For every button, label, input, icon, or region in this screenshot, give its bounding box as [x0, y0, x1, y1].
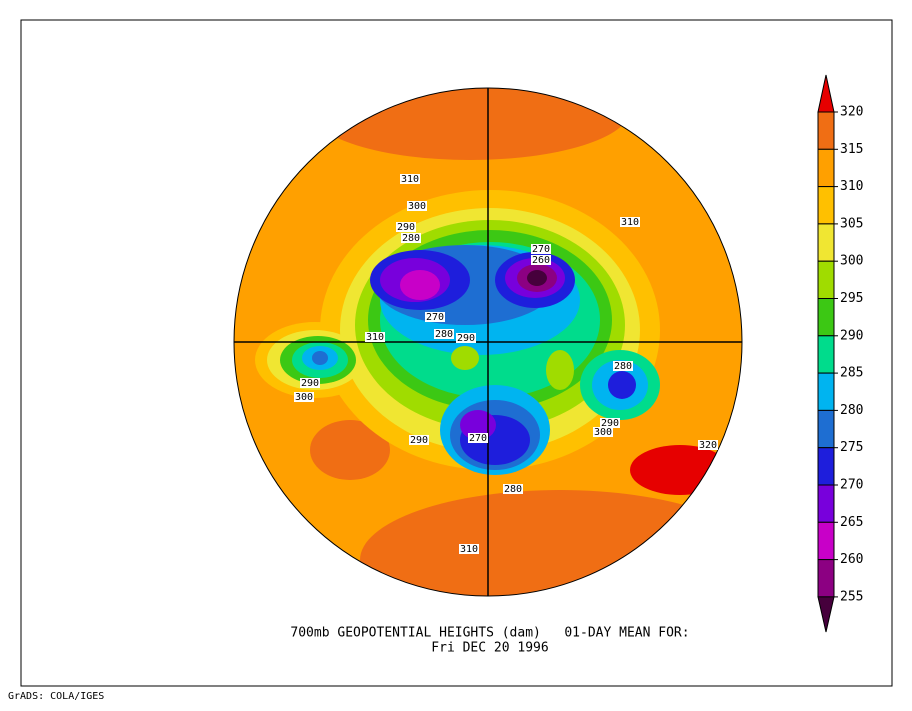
colorbar-label: 305: [840, 216, 863, 231]
contour-label-box: [407, 201, 427, 211]
contour-label-box: [593, 427, 613, 437]
colorbar-label: 260: [840, 552, 863, 567]
colorbar-label: 255: [840, 589, 863, 604]
contour-label-box: [294, 392, 314, 402]
colorbar-label: 265: [840, 515, 863, 530]
contour-label: 290: [457, 333, 475, 344]
contour-label: 260: [532, 255, 550, 266]
contour-label: 310: [621, 217, 639, 228]
colorbar-label: 285: [840, 366, 863, 381]
contour-label: 290: [301, 378, 319, 389]
contour-label-box: [468, 433, 488, 443]
contour-label-box: [698, 440, 718, 450]
contour-label-box: [600, 418, 620, 428]
contour-label-box: [425, 312, 445, 322]
contour-label: 270: [532, 244, 550, 255]
colorbar-box: [817, 372, 835, 411]
contour-label-box: [400, 174, 420, 184]
contour-label: 300: [594, 427, 612, 438]
frame: [20, 19, 893, 687]
contour-label-box: [401, 233, 421, 243]
height-field: [234, 88, 742, 596]
contour-label-box: [456, 333, 476, 343]
contour-label-box: [459, 544, 479, 554]
contour-label: 290: [410, 435, 428, 446]
colorbar-box: [817, 111, 835, 150]
contour-label-box: [365, 332, 385, 342]
contour-label-box: [613, 361, 633, 371]
contour-label: 290: [601, 418, 619, 429]
contour-label-box: [409, 435, 429, 445]
subtitle: Fri DEC 20 1996: [431, 641, 548, 656]
contour-label: 270: [426, 312, 444, 323]
contour-label: 310: [460, 544, 478, 555]
colorbar-label: 270: [840, 478, 863, 493]
contour-label: 280: [435, 329, 453, 340]
contour-label: 280: [614, 361, 632, 372]
contour-label: 310: [366, 332, 384, 343]
colorbar-label: 280: [840, 403, 863, 418]
colorbar-label: 315: [840, 142, 863, 157]
colorbar-label: 310: [840, 179, 863, 194]
colorbar-box: [817, 335, 835, 374]
title: 700mb GEOPOTENTIAL HEIGHTS (dam) 01-DAY …: [290, 626, 689, 641]
colorbar-box: [817, 559, 835, 598]
contour-label: 270: [469, 433, 487, 444]
colorbar-box: [817, 409, 835, 449]
colorbar-box: [817, 223, 835, 262]
contour-label: 320: [699, 440, 717, 451]
colorbar-cap: [817, 596, 835, 633]
colorbar-box: [817, 298, 835, 337]
footer: GrADS: COLA/IGES: [8, 691, 104, 702]
contour-label-box: [300, 378, 320, 388]
colorbar-box: [817, 260, 835, 300]
contour-label-box: [503, 484, 523, 494]
contour-label: 280: [504, 484, 522, 495]
colorbar-box: [817, 148, 835, 188]
contour-label-box: [531, 255, 551, 265]
colorbar-cap: [817, 74, 835, 113]
colorbar-box: [817, 521, 835, 561]
contour-label-box: [531, 244, 551, 254]
contour-label: 290: [397, 222, 415, 233]
colorbar-label: 320: [840, 105, 863, 120]
contour-label: 300: [295, 392, 313, 403]
colorbar-box: [817, 447, 835, 486]
contour-label: 300: [408, 201, 426, 212]
contour-label-box: [396, 222, 416, 232]
contour-label-box: [620, 217, 640, 227]
colorbar-label: 300: [840, 254, 863, 269]
contour-label: 310: [401, 174, 419, 185]
contour-label: 280: [402, 233, 420, 244]
colorbar-label: 295: [840, 291, 863, 306]
colorbar-box: [817, 484, 835, 523]
colorbar-box: [817, 186, 835, 225]
colorbar-label: 290: [840, 328, 863, 343]
colorbar-label: 275: [840, 440, 863, 455]
contour-label-box: [434, 329, 454, 339]
